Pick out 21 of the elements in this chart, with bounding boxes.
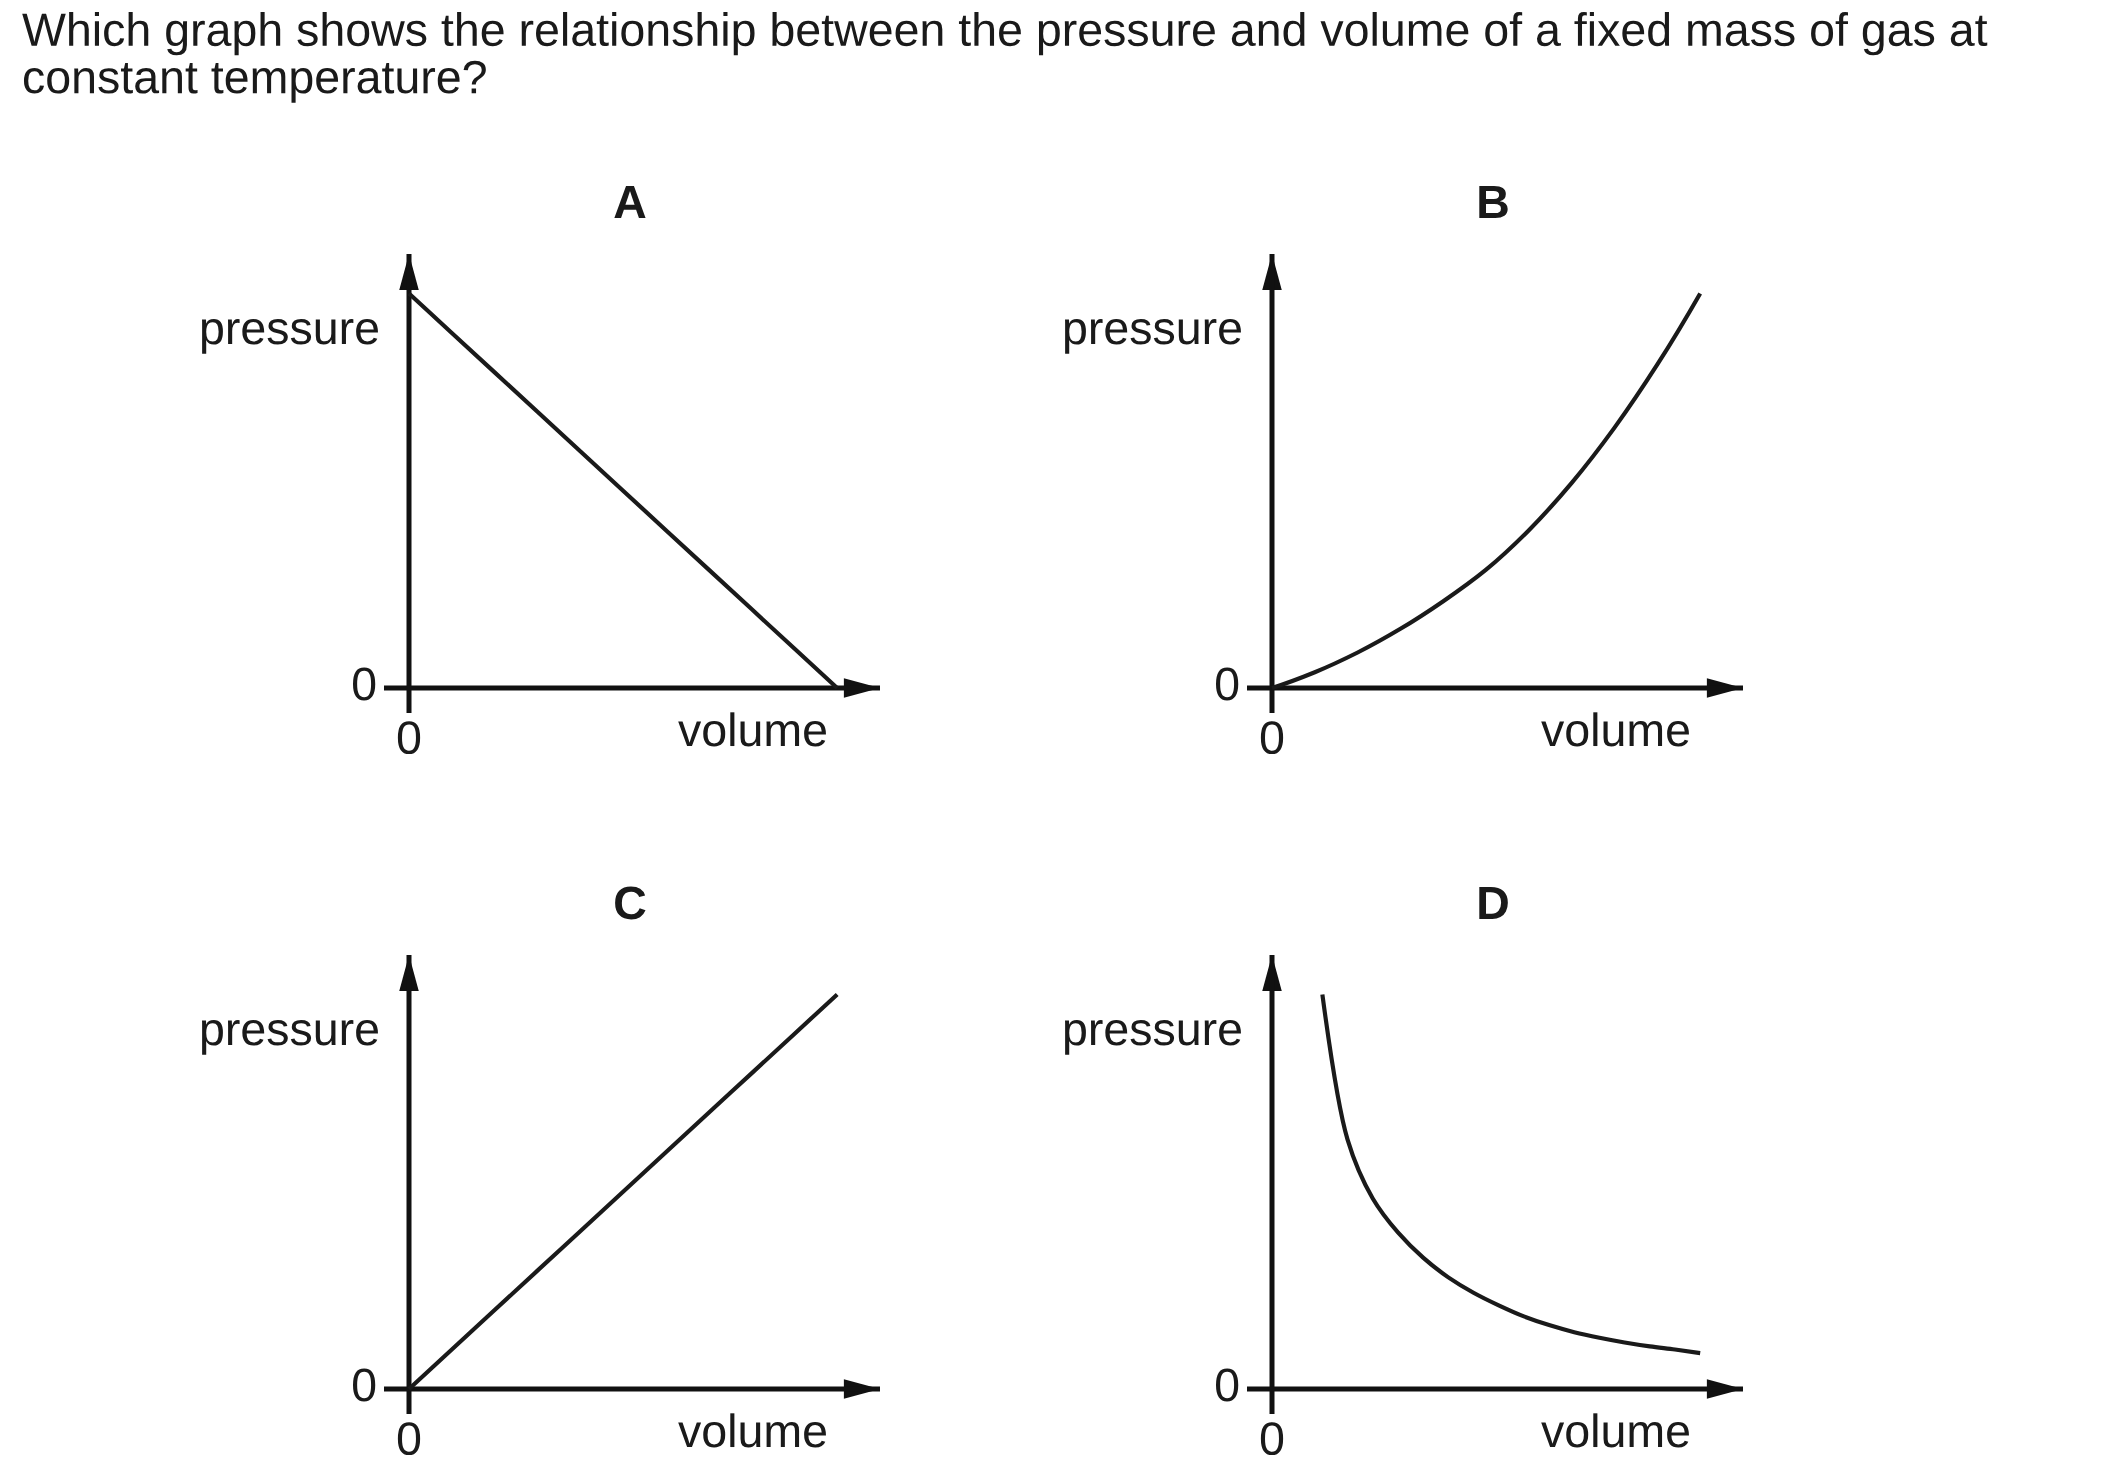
text: Which graph shows the relationship between the pressure and volume of a fixed mass of gas at constant temperature? xyxy=(22,12,1988,103)
text: 0 xyxy=(1216,1368,1239,1402)
text: 0 xyxy=(1260,1422,1284,1456)
x-axis-title: volume xyxy=(678,1413,826,1448)
text: 0 xyxy=(353,1368,376,1402)
text: 0 xyxy=(397,1422,421,1456)
text: 0 xyxy=(1260,721,1284,755)
x-axis-title: volume xyxy=(1541,1413,1689,1448)
y-axis-title: pressure xyxy=(201,318,378,354)
y-axis-title: pressure xyxy=(201,1019,378,1055)
text: 0 xyxy=(353,667,376,701)
y-axis-title: pressure xyxy=(1064,318,1241,354)
chart-title: B xyxy=(1479,186,1508,219)
chart-title: D xyxy=(1479,887,1508,920)
text: 0 xyxy=(1216,667,1239,701)
chart-title: A xyxy=(614,186,646,219)
x-axis-title: volume xyxy=(1541,712,1689,747)
text: 0 xyxy=(397,721,421,755)
x-axis-title: volume xyxy=(678,712,826,747)
chart-title: C xyxy=(615,886,646,920)
y-axis-title: pressure xyxy=(1064,1019,1241,1055)
